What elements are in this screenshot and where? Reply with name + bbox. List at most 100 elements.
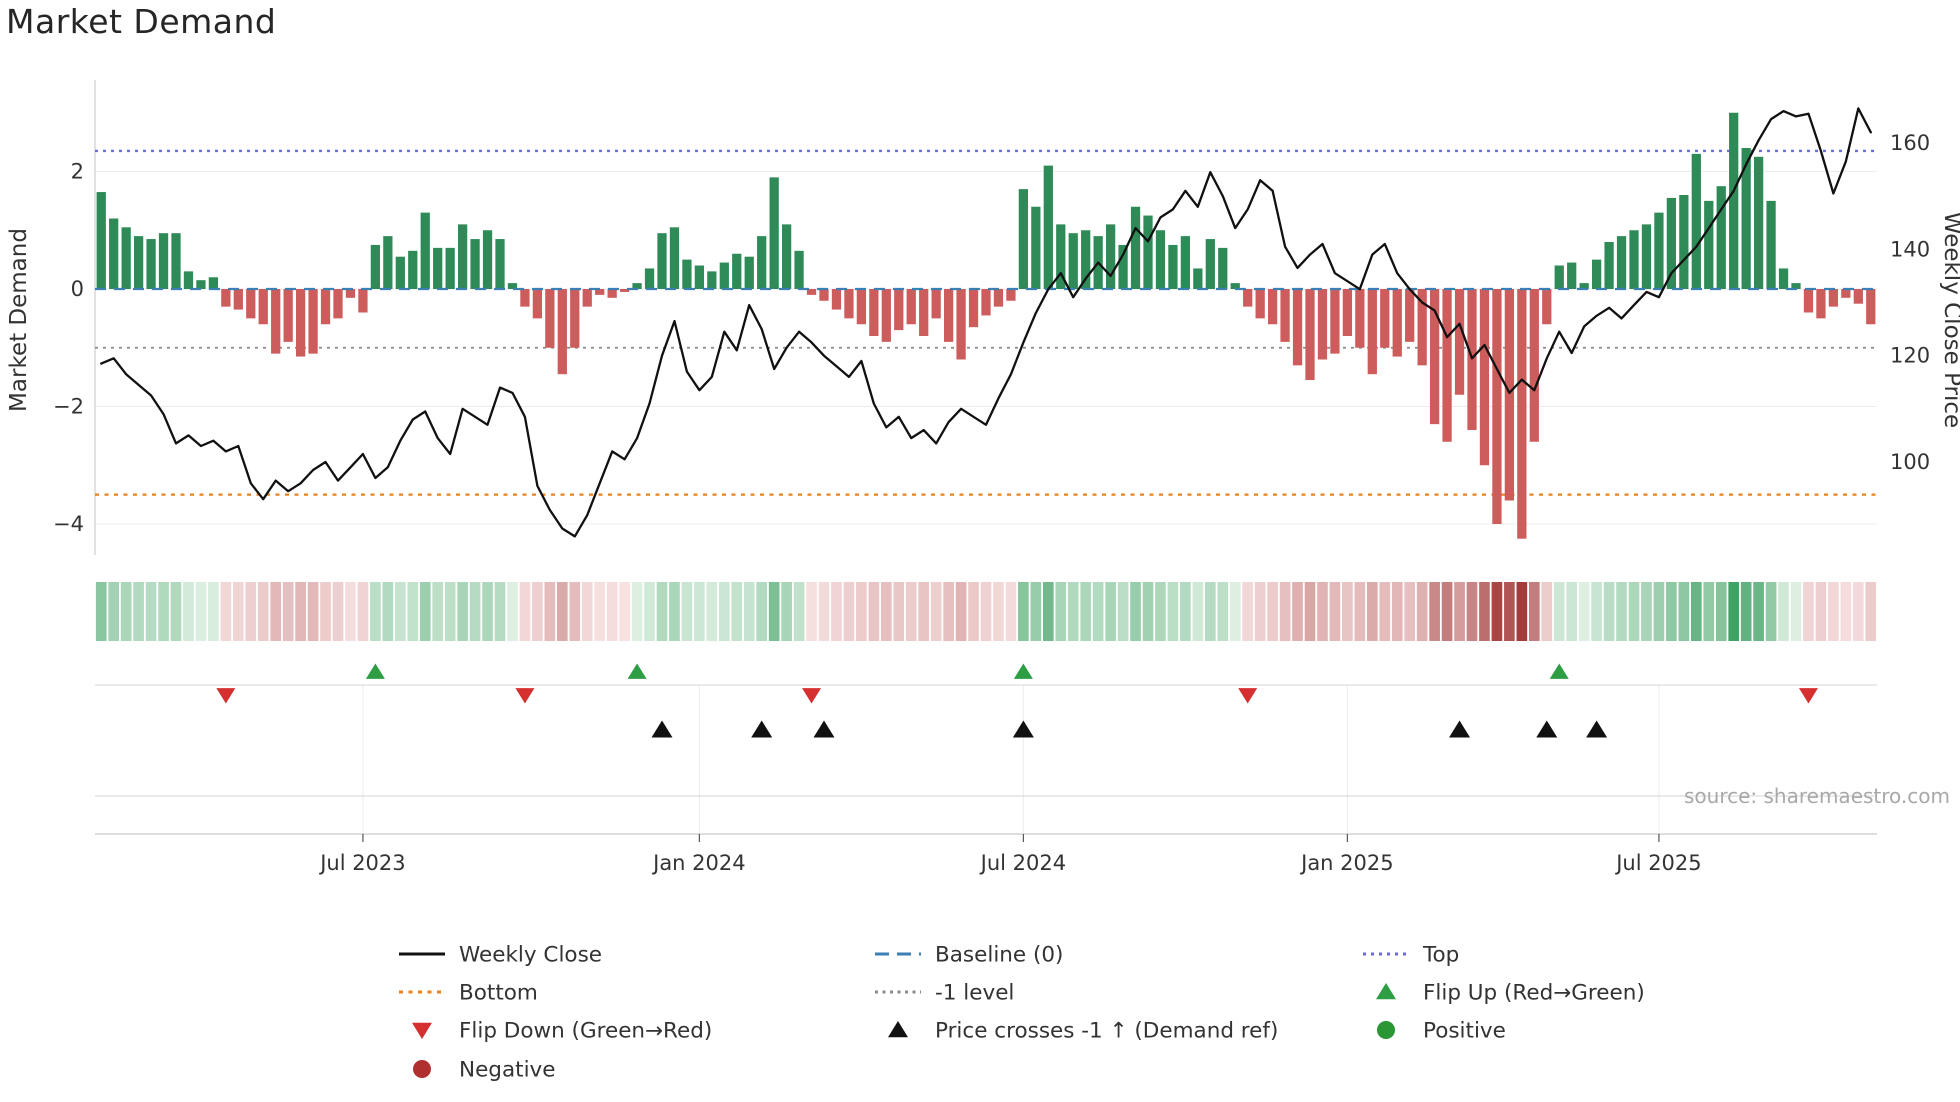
heatmap-cell bbox=[1105, 582, 1116, 641]
heatmap-cell bbox=[1030, 582, 1042, 641]
legend-triangle-down-icon bbox=[412, 1022, 432, 1039]
heatmap-cell bbox=[145, 582, 157, 641]
heatmap-cell bbox=[930, 582, 942, 641]
heatmap-cell bbox=[968, 582, 979, 641]
demand-bar bbox=[395, 256, 405, 289]
demand-bar bbox=[719, 262, 729, 289]
heatmap-cell bbox=[1616, 582, 1627, 641]
heatmap-cell bbox=[1242, 582, 1254, 641]
heatmap-cell bbox=[955, 582, 967, 641]
y-left-tick-label: 2 bbox=[71, 160, 84, 184]
demand-bar bbox=[271, 289, 281, 354]
price-cross-marker bbox=[751, 720, 773, 738]
demand-bar bbox=[1006, 289, 1016, 301]
demand-bar bbox=[532, 289, 543, 319]
y-left-tick-label: −2 bbox=[53, 395, 84, 419]
demand-bar bbox=[1504, 289, 1515, 501]
heatmap-cell bbox=[1454, 582, 1465, 641]
price-cross-marker bbox=[1449, 720, 1471, 738]
heatmap-cell bbox=[544, 582, 556, 641]
heatmap-cell bbox=[556, 582, 568, 641]
demand-bar bbox=[121, 227, 131, 289]
heatmap-strip bbox=[95, 582, 1877, 641]
demand-bar bbox=[769, 177, 779, 289]
demand-bar bbox=[819, 289, 829, 301]
heatmap-cell bbox=[120, 582, 132, 641]
demand-bar bbox=[1417, 289, 1427, 366]
demand-bar bbox=[1280, 289, 1290, 342]
heatmap-cell bbox=[1254, 582, 1266, 641]
demand-bar bbox=[644, 268, 655, 289]
y-left-tick-label: 0 bbox=[71, 277, 84, 301]
heatmap-cell bbox=[993, 582, 1004, 641]
heatmap-cell bbox=[880, 582, 892, 641]
heatmap-cell bbox=[1429, 582, 1440, 641]
demand-bar bbox=[557, 289, 567, 375]
demand-bar bbox=[694, 265, 705, 289]
x-tick-label: Jul 2024 bbox=[979, 851, 1066, 875]
y-right-tick-label: 100 bbox=[1890, 450, 1930, 474]
heatmap-cell bbox=[1130, 582, 1141, 641]
heatmap-cell bbox=[1653, 582, 1665, 641]
demand-bar bbox=[1367, 289, 1377, 375]
demand-bar bbox=[1591, 259, 1602, 289]
demand-bar bbox=[283, 289, 293, 342]
demand-bar bbox=[345, 289, 356, 298]
demand-bar bbox=[831, 289, 842, 310]
demand-bar bbox=[1018, 189, 1029, 289]
heatmap-cell bbox=[1366, 582, 1378, 641]
heatmap-cell bbox=[1329, 582, 1341, 641]
legend-triangle-up-icon bbox=[1376, 983, 1396, 1000]
demand-bar bbox=[233, 289, 243, 310]
demand-bar bbox=[96, 192, 106, 289]
demand-bar bbox=[1143, 215, 1153, 289]
heatmap-cell bbox=[1018, 582, 1029, 641]
demand-bar bbox=[1068, 233, 1078, 289]
demand-bar bbox=[1342, 289, 1353, 336]
heatmap-cell bbox=[170, 582, 182, 641]
legend-item-baseline-0: Baseline (0) bbox=[875, 943, 1063, 968]
heatmap-cell bbox=[1354, 582, 1366, 641]
demand-bar bbox=[370, 244, 381, 289]
weekly-close-line-group bbox=[100, 107, 1872, 538]
heatmap-cell bbox=[519, 582, 531, 641]
demand-bar bbox=[1168, 244, 1178, 289]
heatmap-cell bbox=[1192, 582, 1204, 641]
heatmap-cell bbox=[569, 582, 581, 641]
legend-item-price-crosses-1-demand-ref: Price crosses -1 ↑ (Demand ref) bbox=[888, 1019, 1278, 1044]
demand-bar bbox=[1031, 206, 1041, 289]
heatmap-cell bbox=[394, 582, 406, 641]
left-axis-label: Market Demand bbox=[6, 228, 32, 412]
demand-bar bbox=[1753, 156, 1764, 289]
heatmap-cell bbox=[793, 582, 805, 641]
demand-bar bbox=[682, 259, 692, 289]
demand-bar bbox=[1105, 224, 1116, 289]
price-cross-marker bbox=[1012, 720, 1034, 738]
legend: Weekly Close Baseline (0) Top Bottom -1 leve… bbox=[399, 943, 1645, 1083]
demand-bar bbox=[1255, 289, 1265, 319]
heatmap-cell bbox=[1504, 582, 1515, 641]
heatmap-cell bbox=[806, 582, 817, 641]
demand-bar bbox=[607, 289, 617, 298]
demand-bar bbox=[657, 233, 667, 289]
heatmap-cell bbox=[232, 582, 244, 641]
flip-down-marker bbox=[515, 688, 535, 704]
heatmap-cell bbox=[220, 582, 232, 641]
heatmap-cell bbox=[1180, 582, 1191, 641]
flip-up-marker bbox=[1013, 663, 1033, 679]
demand-bar bbox=[570, 289, 580, 348]
heatmap-cell bbox=[1516, 582, 1528, 641]
demand-bar bbox=[1641, 224, 1652, 289]
flip-down-marker bbox=[802, 688, 822, 704]
heatmap-cell bbox=[893, 582, 905, 641]
demand-bar bbox=[794, 250, 804, 289]
demand-bar bbox=[968, 289, 979, 328]
demand-bar bbox=[383, 236, 393, 289]
demand-bar bbox=[1704, 200, 1714, 289]
demand-bar bbox=[881, 289, 891, 342]
heatmap-cell bbox=[631, 582, 643, 641]
heatmap-cell bbox=[1466, 582, 1478, 641]
demand-bar bbox=[470, 239, 480, 289]
heatmap-cell bbox=[1828, 582, 1839, 641]
